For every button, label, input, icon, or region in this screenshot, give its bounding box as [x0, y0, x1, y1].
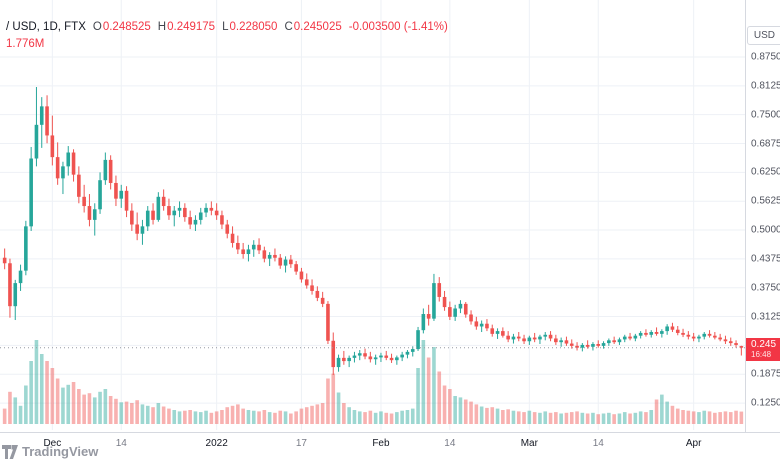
time-axis-label: 2022 [205, 438, 228, 449]
close-value: 0.245025 [293, 21, 342, 33]
time-axis-label: Apr [685, 438, 702, 449]
high-label: H [157, 21, 167, 33]
time-axis-label: Dec [43, 438, 62, 449]
price-axis-label: 0.1250 [751, 397, 780, 409]
price-axis-label: 0.6250 [751, 166, 780, 178]
price-axis-label: 0.3750 [751, 282, 780, 294]
current-price: 0.245 [751, 338, 777, 350]
grid-lines [0, 0, 745, 430]
time-axis-label: 14 [592, 438, 604, 449]
ohlc-close: C0.245025 [284, 21, 341, 33]
change-value: -0.003500 (-1.41%) [348, 21, 448, 33]
ohlc-open: O0.248525 [93, 21, 151, 33]
price-axis-label: 0.1875 [751, 368, 780, 380]
time-axis-label: Mar [520, 438, 538, 449]
volume-bars [2, 340, 744, 424]
high-value: 0.249175 [167, 21, 216, 33]
tradingview-watermark[interactable]: TradingView [2, 444, 98, 459]
time-axis-label: 17 [295, 438, 307, 449]
price-axis[interactable]: 0.8750 0.8125 0.7500 0.6875 0.6250 0.5625 0.50… [745, 0, 780, 432]
price-axis-label: 0.4375 [751, 253, 780, 265]
low-value: 0.228050 [229, 21, 278, 33]
symbol-title[interactable]: / USD, 1D, FTX [6, 21, 86, 33]
time-axis-label: Feb [372, 438, 390, 449]
price-axis-label: 0.6875 [751, 138, 780, 149]
time-axis-label: 14 [115, 438, 127, 449]
time-axis-label: 14 [444, 438, 456, 449]
price-axis-label: 0.7500 [751, 109, 780, 121]
price-axis-label: 0.8750 [751, 51, 780, 63]
ohlc-high: H0.249175 [158, 21, 215, 33]
close-label: C [284, 21, 293, 33]
open-label: O [92, 21, 102, 33]
currency-button[interactable]: USD [746, 26, 780, 45]
volume-value: 1.776M [6, 38, 45, 50]
price-axis-label: 0.3125 [751, 311, 780, 323]
countdown-timer: 16:48 [751, 349, 772, 359]
price-axis-label: 0.5000 [751, 224, 780, 236]
candles [2, 86, 744, 375]
current-price-tag: 0.245 16:48 [746, 337, 780, 361]
tradingview-logo-icon [2, 444, 18, 459]
low-label: L [222, 21, 229, 33]
price-axis-label: 0.8125 [751, 80, 780, 92]
ohlc-low: L0.228050 [222, 21, 277, 33]
open-value: 0.248525 [102, 21, 151, 33]
legend: / USD, 1D, FTX O0.248525 H0.249175 L0.22… [6, 21, 448, 33]
time-axis[interactable]: Dec 14 2022 17 Feb 14 Mar 14 Apr [0, 432, 780, 459]
price-axis-label: 0.5625 [751, 195, 780, 207]
watermark-text: TradingView [22, 444, 99, 459]
